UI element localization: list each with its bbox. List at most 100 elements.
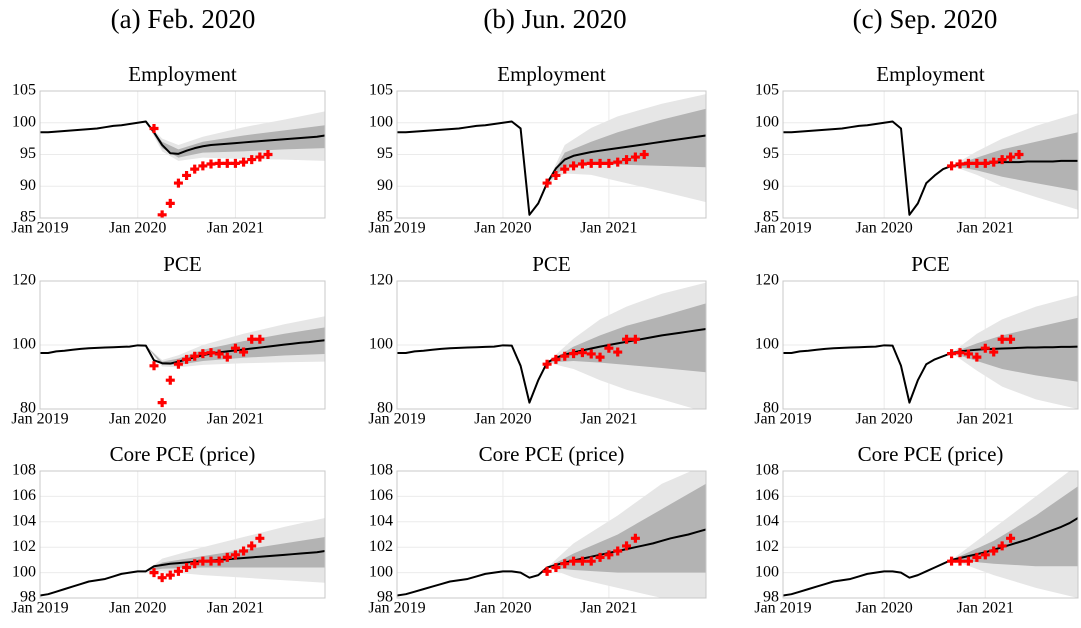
x-tick-label: Jan 2020 (109, 600, 166, 617)
observed-point (190, 351, 200, 361)
observed-point (149, 361, 159, 371)
observed-point (613, 157, 623, 167)
panel-title: Employment (497, 62, 606, 86)
x-tick-label: Jan 2021 (580, 600, 637, 617)
panel: Core PCE (price) 98 100 102 104 106 108 Jan 201… (368, 442, 707, 617)
plot-content (783, 471, 1078, 598)
y-tick-label: 120 (12, 272, 36, 289)
y-tick-label: 100 (369, 113, 393, 130)
observed-point (947, 161, 957, 171)
observed-point (947, 349, 957, 359)
observed-point (604, 550, 614, 560)
y-tick-label: 95 (377, 145, 393, 162)
x-tick-label: Jan 2019 (11, 220, 68, 237)
observed-point (630, 152, 640, 162)
y-tick-label: 102 (369, 538, 393, 555)
panel: PCE 80 100 120 Jan 2019 Jan 2020 Jan 2021 (754, 252, 1079, 428)
observed-point (182, 354, 192, 364)
axes-frame (39, 90, 326, 219)
x-tick-label: Jan 2020 (855, 411, 912, 428)
observed-point (955, 556, 965, 566)
observed-point (989, 546, 999, 556)
inner-band (951, 317, 1078, 382)
axes-frame (396, 280, 707, 410)
observed-point (255, 152, 265, 162)
observed-point (613, 347, 623, 357)
median-line (783, 120, 1078, 216)
column-title: (b) Jun. 2020 (483, 4, 626, 34)
panel: Core PCE (price) 98 100 102 104 106 108 Jan 201… (754, 442, 1079, 617)
observed-point (1006, 152, 1016, 162)
observed-point (247, 541, 257, 551)
y-tick-label: 95 (763, 145, 779, 162)
observed-point (997, 334, 1007, 344)
observed-point (255, 533, 265, 543)
panel-title: Core PCE (price) (110, 442, 256, 466)
y-tick-label: 98 (763, 589, 779, 606)
y-tick-label: 105 (755, 82, 779, 99)
x-tick-label: Jan 2019 (754, 600, 811, 617)
axes-frame (782, 470, 1079, 599)
observed-point (980, 158, 990, 168)
observed-point (972, 552, 982, 562)
x-tick-label: Jan 2019 (754, 220, 811, 237)
observed-point (997, 155, 1007, 165)
observed-point (972, 352, 982, 362)
x-tick-label: Jan 2021 (207, 411, 264, 428)
observed-point (190, 559, 200, 569)
observed-point (560, 559, 570, 569)
observed-point (157, 398, 167, 408)
observed-point (613, 546, 623, 556)
observed-point (1006, 334, 1016, 344)
x-tick-label: Jan 2021 (957, 600, 1014, 617)
y-tick-label: 90 (20, 177, 36, 194)
observed-point (560, 164, 570, 174)
observed-point (551, 563, 561, 573)
median-line (783, 344, 1078, 404)
observed-point (239, 157, 249, 167)
y-tick-label: 80 (377, 400, 393, 417)
y-tick-label: 100 (12, 563, 36, 580)
observed-point (542, 566, 552, 576)
panel: PCE 80 100 120 Jan 2019 Jan 2020 Jan 2021 (368, 252, 707, 428)
panel: Employment 85 90 95 100 105 Jan 2019 Jan 2020 Ja… (368, 62, 707, 237)
x-tick-label: Jan 2020 (855, 220, 912, 237)
y-tick-label: 106 (12, 487, 36, 504)
panel-title: Employment (128, 62, 237, 86)
observed-point (230, 550, 240, 560)
x-tick-label: Jan 2019 (368, 600, 425, 617)
observed-point (577, 348, 587, 358)
axes-frame (39, 280, 326, 410)
observed-point (947, 556, 957, 566)
y-tick-label: 104 (369, 512, 393, 529)
y-tick-label: 80 (20, 400, 36, 417)
y-tick-label: 85 (20, 209, 36, 226)
observed-point (263, 150, 273, 159)
y-tick-label: 85 (763, 209, 779, 226)
observed-point (214, 158, 224, 168)
observed-point (182, 170, 192, 180)
observed-point (980, 343, 990, 353)
observed-point (963, 556, 973, 566)
observed-point (955, 348, 965, 358)
plot-content (40, 111, 325, 218)
x-tick-label: Jan 2019 (368, 411, 425, 428)
panel-title: Core PCE (price) (858, 442, 1004, 466)
x-tick-label: Jan 2019 (368, 220, 425, 237)
panel: PCE 80 100 120 Jan 2019 Jan 2020 Jan 2021 (11, 252, 326, 428)
observed-point (569, 556, 579, 566)
observed-point (980, 550, 990, 560)
observed-point (214, 556, 224, 566)
observed-point (149, 123, 159, 133)
observed-point (206, 556, 216, 566)
observed-point (542, 359, 552, 369)
y-tick-label: 106 (369, 487, 393, 504)
y-tick-label: 102 (755, 538, 779, 555)
observed-point (222, 352, 232, 362)
observed-point (963, 158, 973, 168)
median-line (40, 550, 325, 597)
observed-point (577, 159, 587, 169)
observed-point (1014, 150, 1024, 159)
